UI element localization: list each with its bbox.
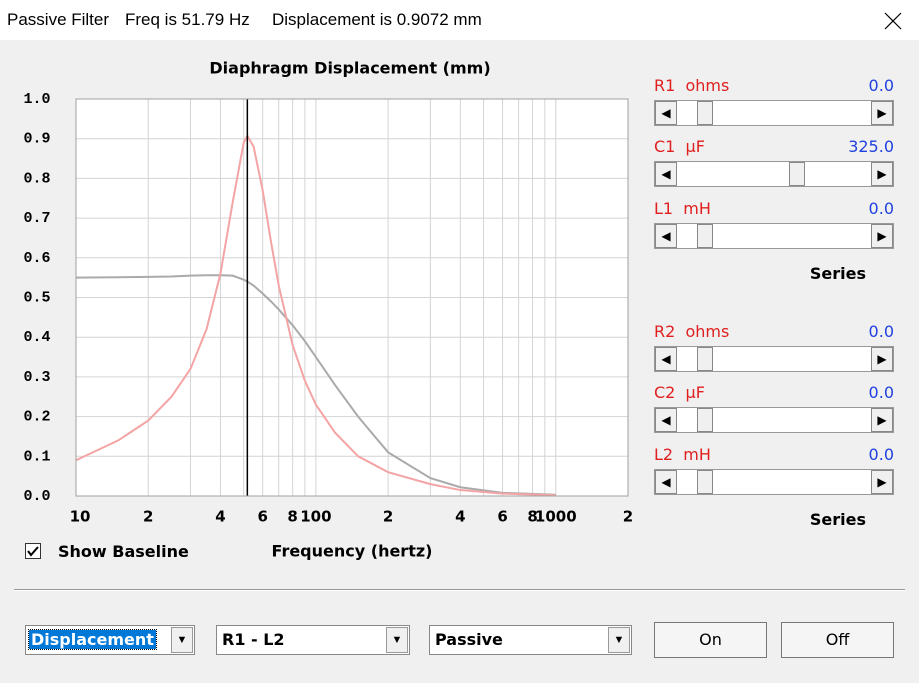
y-tick-label: 0.1 xyxy=(23,448,50,465)
x-tick-label: 8 xyxy=(527,508,537,526)
x-tick-label: 6 xyxy=(257,508,267,526)
separator xyxy=(14,589,905,591)
y-tick-label: 0.2 xyxy=(23,409,50,426)
slider[interactable]: ◀ ▶ xyxy=(654,469,894,495)
slider-right-arrow[interactable]: ▶ xyxy=(871,408,893,432)
control-label: L1 mH xyxy=(654,199,711,218)
control-label: C2 µF xyxy=(654,383,705,402)
slider-left-arrow[interactable]: ◀ xyxy=(655,224,677,248)
control-value: 0.0 xyxy=(868,199,894,218)
title-bar: Passive Filter Freq is 51.79 Hz Displace… xyxy=(0,0,919,40)
control-label: L2 mH xyxy=(654,445,711,464)
y-tick-label: 0.4 xyxy=(23,329,50,346)
slider-left-arrow[interactable]: ◀ xyxy=(655,347,677,371)
plot-border xyxy=(75,98,629,497)
dropdown-value: Passive xyxy=(435,630,503,649)
x-tick-label: 2 xyxy=(143,508,153,526)
baseline-checkbox[interactable] xyxy=(25,543,41,559)
displacement-status: Displacement is 0.9072 mm xyxy=(272,10,482,29)
x-axis-label: Frequency (hertz) xyxy=(272,542,433,561)
slider-left-arrow[interactable]: ◀ xyxy=(655,408,677,432)
control-label: C1 µF xyxy=(654,137,705,156)
slider-left-arrow[interactable]: ◀ xyxy=(655,101,677,125)
x-tick-label: 2 xyxy=(383,508,393,526)
slider-thumb[interactable] xyxy=(697,408,713,432)
control-label: R1 ohms xyxy=(654,76,730,95)
close-button[interactable] xyxy=(884,12,902,30)
x-tick-label: 10 xyxy=(70,508,91,526)
control-value: 0.0 xyxy=(868,445,894,464)
chart: Diaphragm Displacement (mm) Frequency (h… xyxy=(23,59,633,561)
series-label: Series xyxy=(809,264,866,283)
x-tick-label: 2 xyxy=(623,508,633,526)
dropdown[interactable]: Passive ▼ xyxy=(429,625,632,655)
control-value: 0.0 xyxy=(868,322,894,341)
slider[interactable]: ◀ ▶ xyxy=(654,346,894,372)
slider-thumb[interactable] xyxy=(697,347,713,371)
x-tick-label: 8 xyxy=(287,508,297,526)
y-tick-label: 1.0 xyxy=(23,91,50,108)
slider-right-arrow[interactable]: ▶ xyxy=(871,224,893,248)
slider-thumb[interactable] xyxy=(697,101,713,125)
y-tick-label: 0.7 xyxy=(23,210,50,227)
slider-thumb[interactable] xyxy=(697,224,713,248)
slider[interactable]: ◀ ▶ xyxy=(654,223,894,249)
freq-status: Freq is 51.79 Hz xyxy=(125,10,250,29)
dropdown-arrow[interactable]: ▼ xyxy=(386,627,408,653)
control-value: 0.0 xyxy=(868,76,894,95)
y-tick-label: 0.6 xyxy=(23,250,50,267)
y-tick-label: 0.3 xyxy=(23,369,50,386)
y-tick-label: 0.5 xyxy=(23,289,50,306)
dropdown[interactable]: Displacement ▼ xyxy=(25,625,195,655)
x-tick-label: 100 xyxy=(300,508,331,526)
window-title: Passive Filter xyxy=(7,10,110,29)
x-tick-label: 6 xyxy=(497,508,507,526)
chart-title: Diaphragm Displacement (mm) xyxy=(209,59,490,78)
slider-thumb[interactable] xyxy=(789,162,805,186)
slider-right-arrow[interactable]: ▶ xyxy=(871,347,893,371)
dropdown-value: R1 - L2 xyxy=(222,630,285,649)
series-line xyxy=(75,133,556,497)
y-tick-label: 0.0 xyxy=(23,488,50,505)
control-value: 0.0 xyxy=(868,383,894,402)
slider[interactable]: ◀ ▶ xyxy=(654,161,894,187)
slider-right-arrow[interactable]: ▶ xyxy=(871,162,893,186)
off-button[interactable]: Off xyxy=(781,622,894,658)
y-tick-label: 0.8 xyxy=(23,170,50,187)
slider-thumb[interactable] xyxy=(697,470,713,494)
slider[interactable]: ◀ ▶ xyxy=(654,100,894,126)
dropdown[interactable]: R1 - L2 ▼ xyxy=(216,625,410,655)
dropdown-arrow[interactable]: ▼ xyxy=(608,627,630,653)
y-tick-label: 0.9 xyxy=(23,131,50,148)
x-tick-label: 4 xyxy=(455,508,465,526)
slider-left-arrow[interactable]: ◀ xyxy=(655,162,677,186)
slider-right-arrow[interactable]: ▶ xyxy=(871,101,893,125)
baseline-label[interactable]: Show Baseline xyxy=(58,542,189,561)
control-value: 325.0 xyxy=(848,137,894,156)
series-line xyxy=(75,274,556,496)
on-button[interactable]: On xyxy=(654,622,767,658)
slider[interactable]: ◀ ▶ xyxy=(654,407,894,433)
slider-right-arrow[interactable]: ▶ xyxy=(871,470,893,494)
x-tick-label: 1000 xyxy=(535,508,577,526)
slider-left-arrow[interactable]: ◀ xyxy=(655,470,677,494)
dropdown-value: Displacement xyxy=(28,629,157,650)
dropdown-arrow[interactable]: ▼ xyxy=(171,627,193,653)
x-tick-label: 4 xyxy=(215,508,225,526)
series-label: Series xyxy=(809,510,866,529)
control-label: R2 ohms xyxy=(654,322,730,341)
check-mark xyxy=(27,546,39,557)
